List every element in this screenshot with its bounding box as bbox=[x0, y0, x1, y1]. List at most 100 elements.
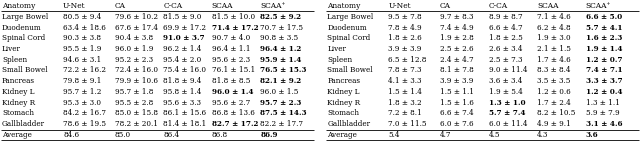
Text: 82.2 ± 17.7: 82.2 ± 17.7 bbox=[260, 120, 303, 128]
Text: 6.5 ± 12.8: 6.5 ± 12.8 bbox=[388, 56, 427, 64]
Text: 7.1 ± 4.6: 7.1 ± 4.6 bbox=[537, 13, 571, 21]
Text: 4.9 ± 9.1: 4.9 ± 9.1 bbox=[537, 120, 571, 128]
Text: 96.4 ± 1.1: 96.4 ± 1.1 bbox=[212, 45, 250, 53]
Text: 7.8 ± 4.9: 7.8 ± 4.9 bbox=[388, 24, 422, 32]
Text: CA: CA bbox=[115, 2, 125, 10]
Text: 90.7 ± 4.0: 90.7 ± 4.0 bbox=[212, 34, 250, 42]
Text: SCAA⁺: SCAA⁺ bbox=[586, 2, 611, 10]
Text: 6.6 ± 7.4: 6.6 ± 7.4 bbox=[440, 109, 474, 117]
Text: 72.2 ± 16.2: 72.2 ± 16.2 bbox=[63, 67, 106, 74]
Text: 6.0 ± 11.4: 6.0 ± 11.4 bbox=[489, 120, 527, 128]
Text: 7.8 ± 7.3: 7.8 ± 7.3 bbox=[388, 67, 422, 74]
Text: 1.3 ± 1.1: 1.3 ± 1.1 bbox=[586, 99, 620, 107]
Text: 86.9: 86.9 bbox=[260, 131, 278, 139]
Text: Average: Average bbox=[2, 131, 32, 139]
Text: Average: Average bbox=[328, 131, 357, 139]
Text: Kidney R: Kidney R bbox=[328, 99, 360, 107]
Text: 3.3 ± 3.7: 3.3 ± 3.7 bbox=[586, 77, 622, 85]
Text: 79.9 ± 10.6: 79.9 ± 10.6 bbox=[115, 77, 157, 85]
Text: 95.5 ± 1.9: 95.5 ± 1.9 bbox=[63, 45, 101, 53]
Text: Stomach: Stomach bbox=[328, 109, 360, 117]
Text: 78.6 ± 19.5: 78.6 ± 19.5 bbox=[63, 120, 106, 128]
Text: 2.4 ± 4.7: 2.4 ± 4.7 bbox=[440, 56, 474, 64]
Text: 3.6: 3.6 bbox=[586, 131, 598, 139]
Text: 95.6 ± 2.3: 95.6 ± 2.3 bbox=[212, 56, 250, 64]
Text: U-Net: U-Net bbox=[63, 2, 86, 10]
Text: Large Bowel: Large Bowel bbox=[2, 13, 48, 21]
Text: 85.0: 85.0 bbox=[115, 131, 131, 139]
Text: Pancreas: Pancreas bbox=[2, 77, 35, 85]
Text: 81.8 ± 8.5: 81.8 ± 8.5 bbox=[212, 77, 250, 85]
Text: 1.9 ± 5.4: 1.9 ± 5.4 bbox=[489, 88, 522, 96]
Text: 3.1 ± 4.6: 3.1 ± 4.6 bbox=[586, 120, 622, 128]
Text: 95.3 ± 3.0: 95.3 ± 3.0 bbox=[63, 99, 101, 107]
Text: 95.6 ± 3.3: 95.6 ± 3.3 bbox=[163, 99, 201, 107]
Text: 95.9 ± 1.4: 95.9 ± 1.4 bbox=[260, 56, 301, 64]
Text: Large Bowel: Large Bowel bbox=[328, 13, 374, 21]
Text: Spinal Cord: Spinal Cord bbox=[328, 34, 371, 42]
Text: C-CA: C-CA bbox=[489, 2, 508, 10]
Text: 3.6 ± 3.4: 3.6 ± 3.4 bbox=[489, 77, 522, 85]
Text: 1.5 ± 1.1: 1.5 ± 1.1 bbox=[440, 88, 474, 96]
Text: 8.1 ± 7.8: 8.1 ± 7.8 bbox=[440, 67, 474, 74]
Text: 5.9 ± 7.9: 5.9 ± 7.9 bbox=[586, 109, 620, 117]
Text: 75.4 ± 16.0: 75.4 ± 16.0 bbox=[163, 67, 206, 74]
Text: 4.3: 4.3 bbox=[537, 131, 548, 139]
Text: 95.8 ± 1.4: 95.8 ± 1.4 bbox=[163, 88, 202, 96]
Text: 4.5: 4.5 bbox=[489, 131, 500, 139]
Text: 1.7 ± 4.6: 1.7 ± 4.6 bbox=[537, 56, 571, 64]
Text: SCAA: SCAA bbox=[212, 2, 234, 10]
Text: 96.4 ± 1.2: 96.4 ± 1.2 bbox=[260, 45, 301, 53]
Text: 95.4 ± 2.0: 95.4 ± 2.0 bbox=[163, 56, 202, 64]
Text: Kidney L: Kidney L bbox=[328, 88, 360, 96]
Text: 9.0 ± 11.4: 9.0 ± 11.4 bbox=[489, 67, 527, 74]
Text: Kidney L: Kidney L bbox=[2, 88, 35, 96]
Text: 1.2 ± 0.7: 1.2 ± 0.7 bbox=[586, 56, 622, 64]
Text: CA: CA bbox=[440, 2, 451, 10]
Text: 6.0 ± 7.6: 6.0 ± 7.6 bbox=[440, 120, 474, 128]
Text: 67.6 ± 17.4: 67.6 ± 17.4 bbox=[115, 24, 157, 32]
Text: 90.4 ± 3.8: 90.4 ± 3.8 bbox=[115, 34, 153, 42]
Text: C-CA: C-CA bbox=[163, 2, 182, 10]
Text: 96.2 ± 1.4: 96.2 ± 1.4 bbox=[163, 45, 202, 53]
Text: 71.4 ± 17.2: 71.4 ± 17.2 bbox=[212, 24, 259, 32]
Text: 95.5 ± 2.8: 95.5 ± 2.8 bbox=[115, 99, 153, 107]
Text: 1.9 ± 1.4: 1.9 ± 1.4 bbox=[586, 45, 622, 53]
Text: 4.7: 4.7 bbox=[440, 131, 452, 139]
Text: 3.9 ± 3.9: 3.9 ± 3.9 bbox=[440, 77, 474, 85]
Text: 1.2 ± 0.4: 1.2 ± 0.4 bbox=[586, 88, 622, 96]
Text: Anatomy: Anatomy bbox=[328, 2, 361, 10]
Text: 79.6 ± 10.2: 79.6 ± 10.2 bbox=[115, 13, 157, 21]
Text: 80.5 ± 9.4: 80.5 ± 9.4 bbox=[63, 13, 101, 21]
Text: Kidney R: Kidney R bbox=[2, 99, 35, 107]
Text: 86.4: 86.4 bbox=[163, 131, 179, 139]
Text: 90.8 ± 3.5: 90.8 ± 3.5 bbox=[260, 34, 298, 42]
Text: 96.0 ± 1.5: 96.0 ± 1.5 bbox=[260, 88, 299, 96]
Text: 1.9 ± 3.0: 1.9 ± 3.0 bbox=[537, 34, 571, 42]
Text: 96.0 ± 1.9: 96.0 ± 1.9 bbox=[115, 45, 153, 53]
Text: 79.8 ± 9.1: 79.8 ± 9.1 bbox=[63, 77, 101, 85]
Text: 8.3 ± 8.4: 8.3 ± 8.4 bbox=[537, 67, 571, 74]
Text: 96.0 ± 1.4: 96.0 ± 1.4 bbox=[212, 88, 253, 96]
Text: 1.7 ± 2.4: 1.7 ± 2.4 bbox=[537, 99, 571, 107]
Text: 1.3 ± 1.0: 1.3 ± 1.0 bbox=[489, 99, 525, 107]
Text: 82.1 ± 9.2: 82.1 ± 9.2 bbox=[260, 77, 301, 85]
Text: 69.9 ± 17.2: 69.9 ± 17.2 bbox=[163, 24, 206, 32]
Text: 72.4 ± 16.0: 72.4 ± 16.0 bbox=[115, 67, 157, 74]
Text: 2.6 ± 3.4: 2.6 ± 3.4 bbox=[489, 45, 522, 53]
Text: Duodenum: Duodenum bbox=[328, 24, 367, 32]
Text: 7.0 ± 11.5: 7.0 ± 11.5 bbox=[388, 120, 427, 128]
Text: 86.1 ± 15.6: 86.1 ± 15.6 bbox=[163, 109, 206, 117]
Text: 76.5 ± 15.3: 76.5 ± 15.3 bbox=[260, 67, 307, 74]
Text: 2.1 ± 1.5: 2.1 ± 1.5 bbox=[537, 45, 571, 53]
Text: 82.5 ± 9.2: 82.5 ± 9.2 bbox=[260, 13, 301, 21]
Text: 95.6 ± 2.7: 95.6 ± 2.7 bbox=[212, 99, 250, 107]
Text: 85.0 ± 15.8: 85.0 ± 15.8 bbox=[115, 109, 157, 117]
Text: Duodenum: Duodenum bbox=[2, 24, 42, 32]
Text: 8.9 ± 8.7: 8.9 ± 8.7 bbox=[489, 13, 522, 21]
Text: 94.6 ± 3.1: 94.6 ± 3.1 bbox=[63, 56, 101, 64]
Text: 1.2 ± 0.6: 1.2 ± 0.6 bbox=[537, 88, 571, 96]
Text: 95.2 ± 2.3: 95.2 ± 2.3 bbox=[115, 56, 153, 64]
Text: 81.8 ± 9.4: 81.8 ± 9.4 bbox=[163, 77, 202, 85]
Text: 1.8 ± 3.2: 1.8 ± 3.2 bbox=[388, 99, 422, 107]
